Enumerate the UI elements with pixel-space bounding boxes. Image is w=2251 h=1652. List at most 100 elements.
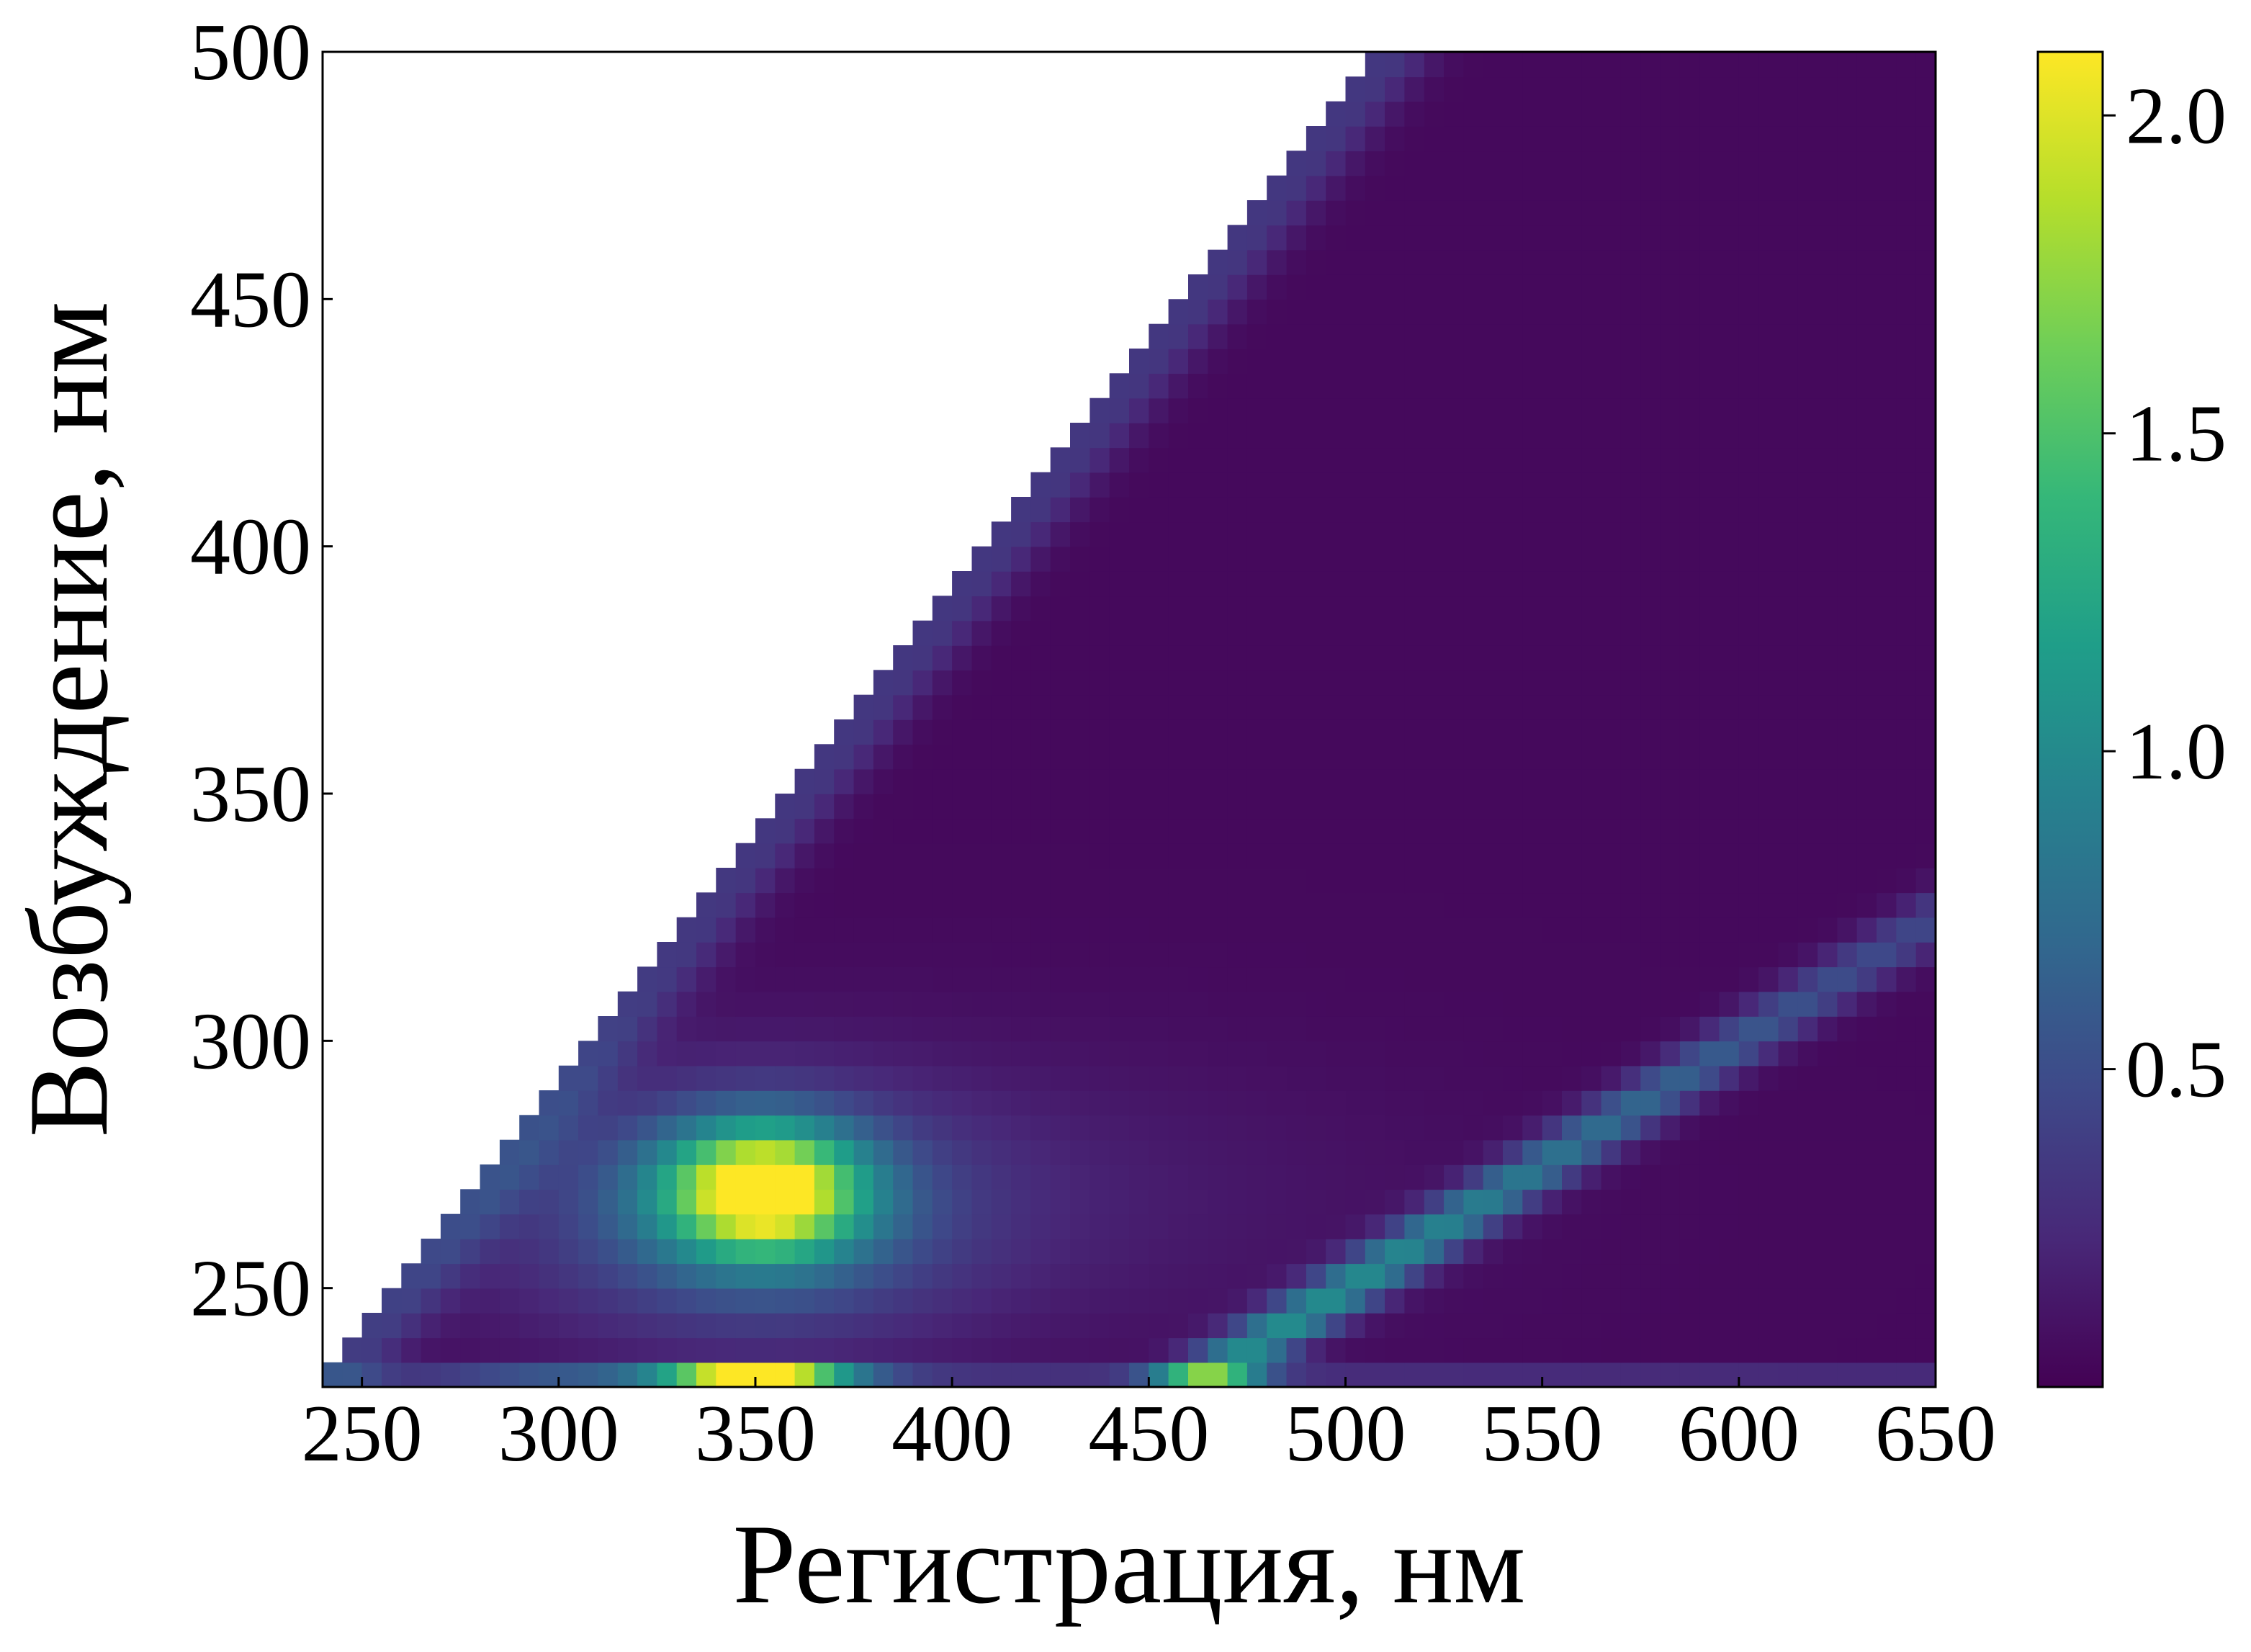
heatmap-cell [1818,126,1838,152]
heatmap-cell [1404,497,1425,523]
heatmap-cell [1915,1337,1936,1363]
heatmap-cell [755,1213,776,1239]
heatmap-cell [932,1288,953,1314]
heatmap-cell [1522,225,1543,251]
heatmap-cell [1129,1139,1150,1165]
heatmap-cell [1699,1065,1720,1091]
heatmap-cell [1168,744,1189,770]
heatmap-cell [1738,694,1759,720]
heatmap-cell [814,868,835,894]
heatmap-cell [1877,472,1897,498]
heatmap-cell [873,1090,894,1116]
heatmap-cell [1837,694,1858,720]
heatmap-cell [1365,200,1385,226]
heatmap-cell [657,1016,678,1042]
heatmap-cell [1208,1337,1228,1363]
heatmap-cell [1246,447,1267,473]
heatmap-cell [1620,299,1641,325]
heatmap-cell [1915,274,1936,300]
heatmap-cell [1424,744,1444,770]
heatmap-cell [1246,596,1267,621]
heatmap-cell [1699,917,1720,943]
heatmap-cell [1385,546,1406,572]
heatmap-cell [1738,794,1759,820]
heatmap-cell [1306,1065,1326,1091]
heatmap-cell [1699,719,1720,745]
heatmap-cell [912,794,933,820]
heatmap-cell [1915,719,1936,745]
heatmap-cell [1877,1090,1897,1116]
heatmap-cell [971,868,992,894]
heatmap-cell [1915,521,1936,547]
heatmap-cell [1345,497,1366,523]
heatmap-cell [1109,398,1130,423]
heatmap-cell [1246,349,1267,374]
heatmap-cell [735,1041,756,1067]
heatmap-cell [1562,373,1583,399]
heatmap-cell [991,744,1012,770]
heatmap-cell [1267,596,1288,621]
heatmap-cell [1188,373,1209,399]
colorbar-tick-label: 1.5 [2126,390,2227,479]
heatmap-cell [775,1164,796,1190]
heatmap-cell [1915,892,1936,918]
heatmap-cell [1208,1164,1228,1190]
heatmap-cell [1758,892,1779,918]
heatmap-cell [1345,1362,1366,1387]
heatmap-cell [1306,1288,1326,1314]
heatmap-cell [1915,349,1936,374]
heatmap-cell [1915,694,1936,720]
heatmap-cell [893,942,914,968]
heatmap-cell [1503,1115,1524,1141]
heatmap-cell [1385,274,1406,300]
x-axis-ticks: 250 300 350 400 450 500 550 600 650 [302,1377,1996,1478]
heatmap-cell [1601,917,1622,943]
heatmap-cell [1837,966,1858,992]
heatmap-cell [1640,596,1661,621]
heatmap-cell [873,917,894,943]
heatmap-cell [1896,571,1917,597]
heatmap-cell [912,670,933,696]
heatmap-cell [1562,497,1583,523]
heatmap-cell [598,1239,619,1265]
heatmap-cell [1818,497,1838,523]
heatmap-cell [1542,620,1563,646]
heatmap-cell [1522,1065,1543,1091]
heatmap-cell [1424,323,1444,349]
heatmap-cell [1227,398,1248,423]
heatmap-cell [342,1362,363,1387]
heatmap-cell [1168,447,1189,473]
heatmap-cell [1719,670,1740,696]
heatmap-cell [853,1263,874,1289]
heatmap-cell [1345,249,1366,275]
heatmap-cell [1227,1090,1248,1116]
heatmap-cell [893,744,914,770]
heatmap-cell [1896,126,1917,152]
heatmap-cell [1129,373,1150,399]
heatmap-cell [1326,175,1347,201]
heatmap-cell [1679,76,1700,102]
heatmap-cell [1326,818,1347,844]
heatmap-cell [1385,694,1406,720]
heatmap-cell [1444,596,1465,621]
heatmap-cell [617,1115,638,1141]
heatmap-cell [1267,299,1288,325]
heatmap-cell [1246,1288,1267,1314]
heatmap-cell [814,1090,835,1116]
heatmap-cell [1149,1041,1169,1067]
heatmap-cell [1050,694,1071,720]
heatmap-cell [1915,225,1936,251]
heatmap-cell [755,868,776,894]
heatmap-cell [1286,349,1307,374]
heatmap-cell [1385,497,1406,523]
heatmap-cell [1915,620,1936,646]
heatmap-cell [1424,1362,1444,1387]
heatmap-cell [853,694,874,720]
heatmap-cell [1246,1016,1267,1042]
heatmap-cell [834,991,855,1017]
heatmap-cell [1385,472,1406,498]
heatmap-cell [952,719,973,745]
heatmap-cell [1640,274,1661,300]
heatmap-cell [1758,1362,1779,1387]
heatmap-cell [1915,423,1936,449]
